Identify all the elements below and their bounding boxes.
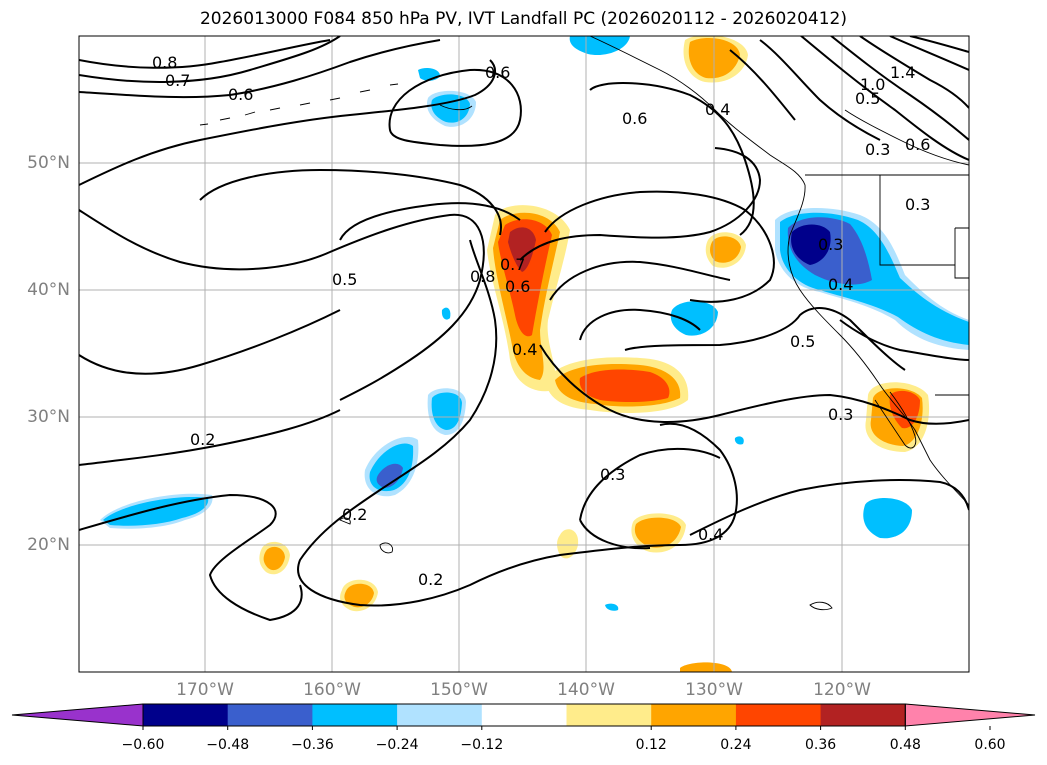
contour-label: 0.6: [905, 135, 930, 154]
colorbar-segment: [397, 704, 483, 726]
contour-label: 0.3: [818, 235, 843, 254]
lon-label: 150°W: [430, 680, 488, 700]
contour-label: 0.6: [228, 85, 253, 104]
contour-label: 0.2: [418, 570, 443, 589]
contour-label: 0.3: [865, 140, 890, 159]
contour-label: 1.0: [860, 75, 885, 94]
lon-label: 160°W: [303, 680, 361, 700]
contour-label: 0.6: [505, 277, 530, 296]
colorbar-tick-label: 0.12: [635, 737, 667, 753]
colorbar-segment: [735, 704, 822, 726]
contour-label: 0.4: [512, 340, 537, 359]
contour-label: 0.7: [165, 71, 190, 90]
gridlines: [79, 36, 969, 672]
colorbar-extend-high: [904, 703, 1036, 727]
map-panel: 0.8 0.7 0.6 0.6 0.6 0.4 1.4 1.0 0.5 0.3 …: [78, 35, 970, 673]
colorbar-tick-label: 0.36: [805, 737, 837, 753]
contour-label: 0.5: [332, 270, 357, 289]
colorbar-tick-label: −0.60: [121, 737, 165, 753]
contour-label: 0.8: [152, 53, 177, 72]
contour-label: 0.5: [790, 332, 815, 351]
colorbar-tick-label: −0.12: [460, 737, 504, 753]
colorbar-frame: [142, 703, 906, 727]
colorbar-segment: [481, 704, 567, 726]
colorbar-segment: [820, 704, 906, 726]
lat-label: 40°N: [27, 280, 70, 300]
lon-label: 170°W: [176, 680, 234, 700]
contour-label: 0.5: [855, 89, 880, 108]
contour-label: 1.4: [890, 63, 915, 82]
contour-label: 0.4: [828, 275, 853, 294]
contour-label: 0.4: [705, 100, 730, 119]
colorbar-segment: [651, 704, 737, 726]
colorbar-extend-low: [11, 703, 144, 727]
pv-contours: [79, 36, 969, 622]
coastlines: [199, 36, 969, 611]
contour-label: 0.6: [485, 63, 510, 82]
contour-label: 0.2: [342, 505, 367, 524]
contour-label: 0.8: [470, 267, 495, 286]
colorbar-tick-label: −0.36: [290, 737, 334, 753]
contour-label: 0.3: [828, 405, 853, 424]
lat-label: 50°N: [27, 153, 70, 173]
colorbar-tick-label: −0.24: [375, 737, 419, 753]
plot-title: 2026013000 F084 850 hPa PV, IVT Landfall…: [199, 9, 847, 29]
contour-label: 0.3: [905, 195, 930, 214]
colorbar-tick-label: −0.48: [206, 737, 250, 753]
colorbar-segment: [227, 704, 313, 726]
contour-label: 0.2: [190, 430, 215, 449]
lat-label: 20°N: [27, 535, 70, 555]
contour-label: 0.3: [600, 465, 625, 484]
colorbar-tick-label: 0.60: [974, 737, 1006, 753]
contour-label: 0.4: [698, 525, 723, 544]
colorbar-segment: [312, 704, 398, 726]
contour-label: 0.6: [622, 109, 647, 128]
colorbar-tick-label: 0.24: [720, 737, 752, 753]
lat-label: 30°N: [27, 407, 70, 427]
contour-label: 0.7: [500, 255, 525, 274]
anomaly-shading: [100, 36, 969, 672]
lon-label: 140°W: [557, 680, 615, 700]
lon-label: 130°W: [685, 680, 743, 700]
colorbar-segment: [566, 704, 652, 726]
map-frame: [78, 35, 970, 673]
contour-labels: 0.8 0.7 0.6 0.6 0.6 0.4 1.4 1.0 0.5 0.3 …: [152, 53, 930, 589]
lon-label: 120°W: [813, 680, 871, 700]
colorbar-tick-label: 0.48: [889, 737, 921, 753]
colorbar-segment: [143, 704, 229, 726]
